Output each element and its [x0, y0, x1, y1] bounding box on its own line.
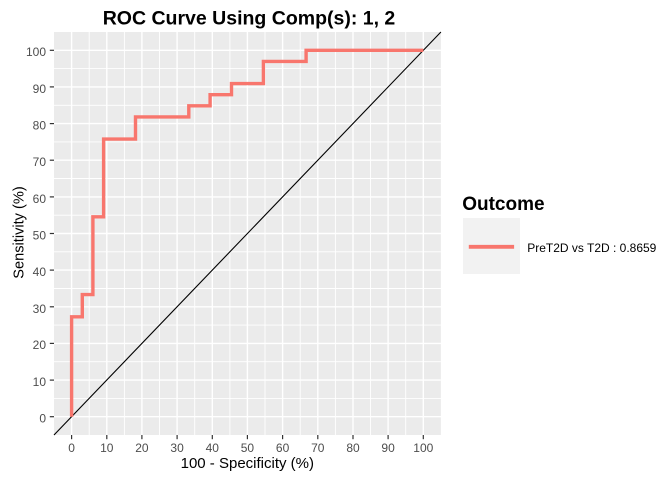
svg-text:80: 80: [33, 119, 47, 133]
svg-text:40: 40: [206, 441, 220, 455]
svg-text:Outcome: Outcome: [462, 194, 544, 215]
svg-text:PreT2D vs T2D : 0.8659: PreT2D vs T2D : 0.8659: [527, 241, 656, 255]
svg-text:0: 0: [39, 412, 46, 426]
svg-text:30: 30: [33, 302, 47, 316]
svg-text:0: 0: [68, 441, 75, 455]
svg-text:10: 10: [33, 375, 47, 389]
svg-text:80: 80: [346, 441, 360, 455]
svg-text:10: 10: [100, 441, 114, 455]
svg-text:ROC Curve Using Comp(s): 1, 2: ROC Curve Using Comp(s): 1, 2: [103, 8, 396, 30]
svg-text:90: 90: [33, 82, 47, 96]
svg-text:50: 50: [241, 441, 255, 455]
svg-text:70: 70: [311, 441, 325, 455]
svg-text:100: 100: [413, 441, 433, 455]
svg-text:90: 90: [381, 441, 395, 455]
svg-text:50: 50: [33, 228, 47, 242]
svg-text:40: 40: [33, 265, 47, 279]
svg-text:20: 20: [33, 338, 47, 352]
svg-text:60: 60: [276, 441, 290, 455]
svg-text:30: 30: [170, 441, 184, 455]
svg-text:60: 60: [33, 192, 47, 206]
svg-text:70: 70: [33, 155, 47, 169]
svg-text:100: 100: [26, 45, 46, 59]
svg-text:Sensitivity (%): Sensitivity (%): [12, 186, 28, 278]
svg-text:20: 20: [135, 441, 149, 455]
svg-text:100 - Specificity (%): 100 - Specificity (%): [181, 455, 314, 472]
